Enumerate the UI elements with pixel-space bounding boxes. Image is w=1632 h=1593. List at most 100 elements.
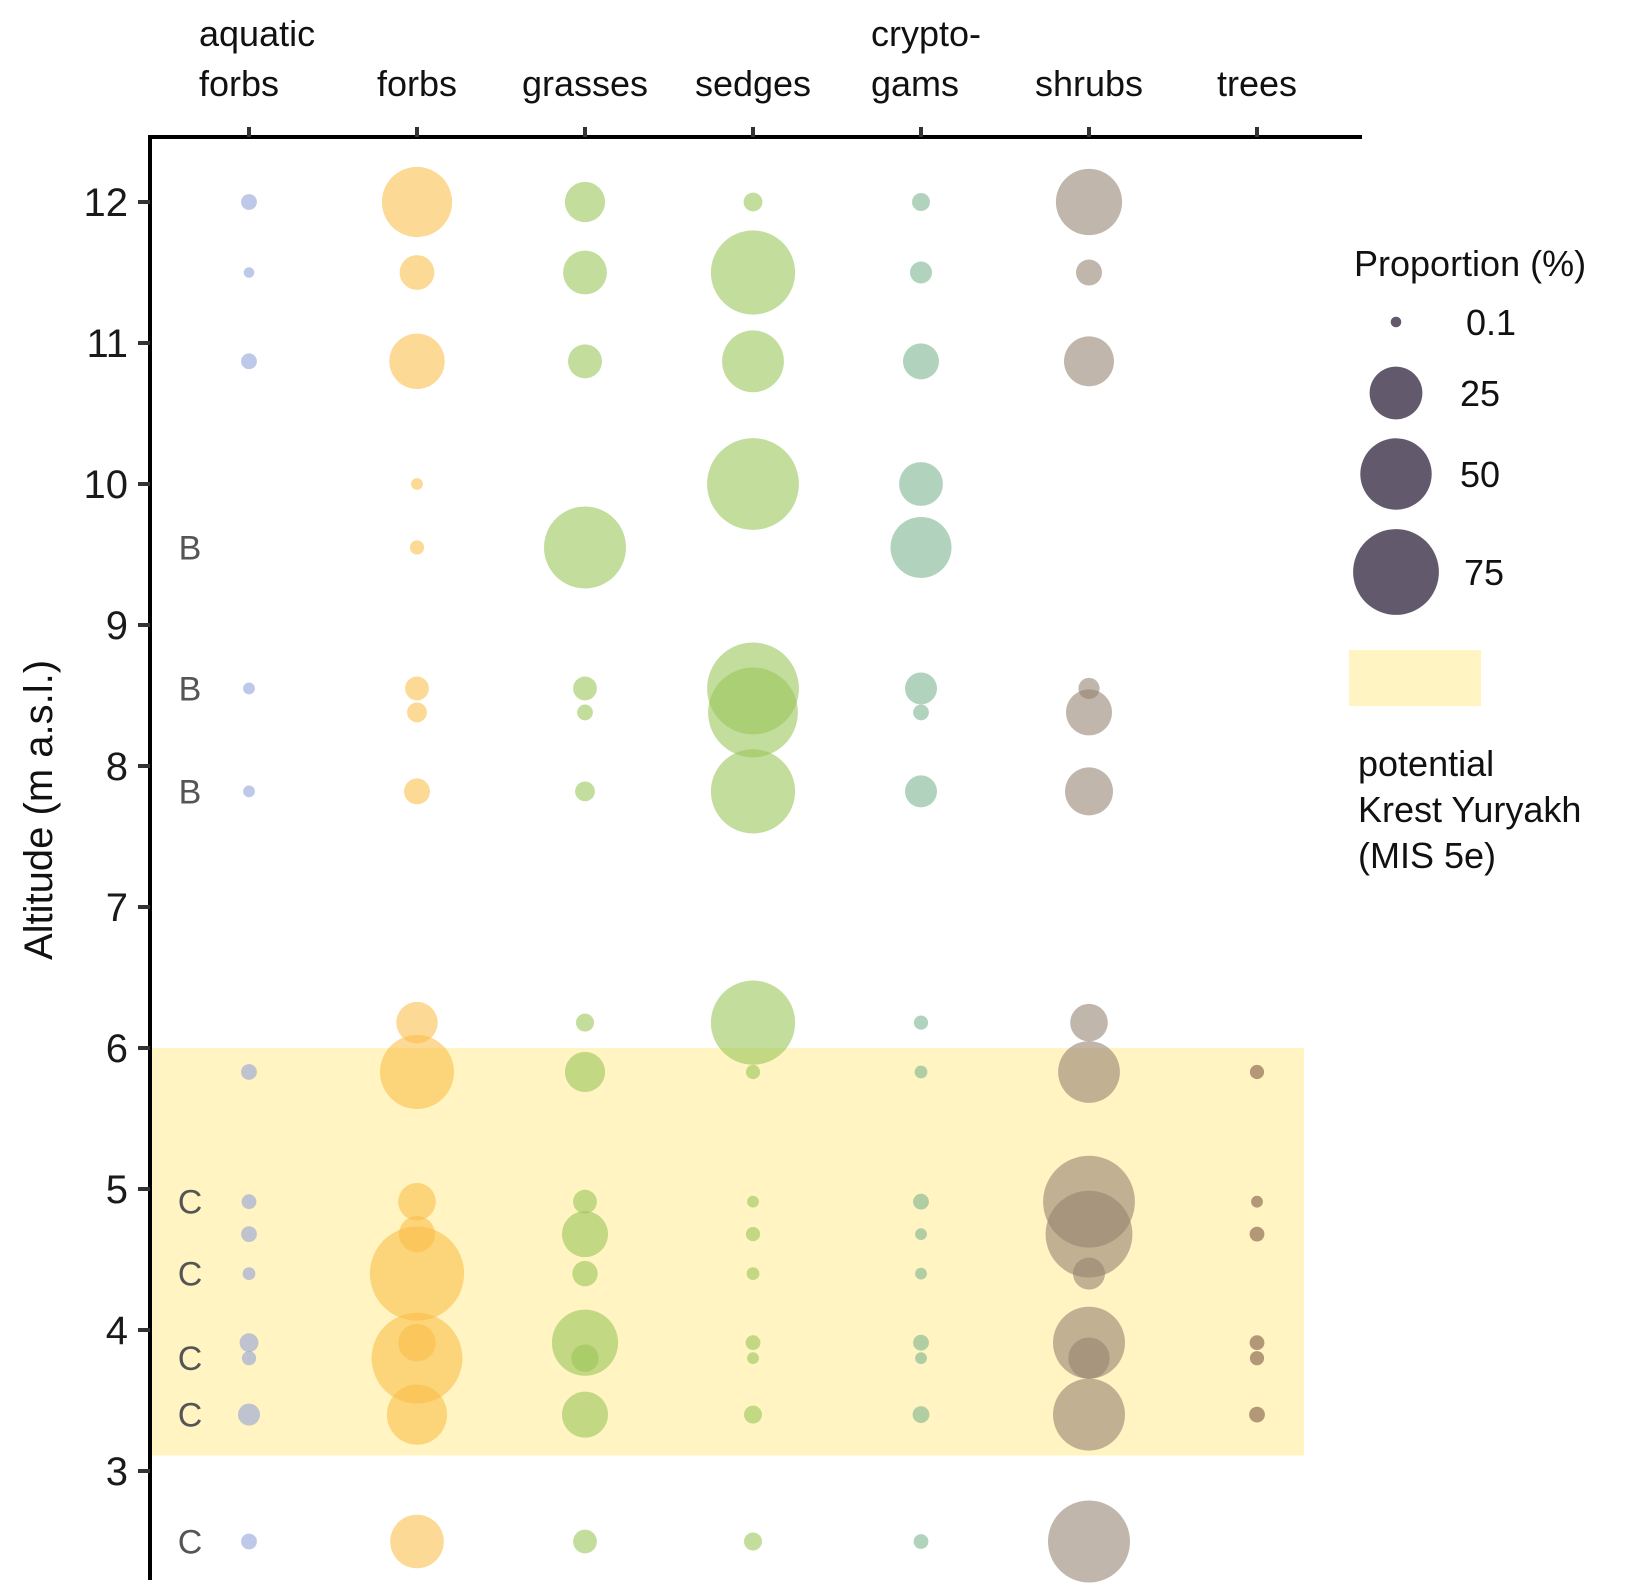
bubble-forbs: [371, 1312, 463, 1404]
y-tick-label: 7: [106, 886, 128, 930]
bubble-forbs: [389, 333, 445, 390]
bubble-forbs: [381, 166, 453, 238]
unit-label: B: [179, 670, 202, 708]
bubble-grasses: [571, 1344, 599, 1372]
bubble-shrubs: [1058, 1041, 1120, 1103]
bubble-forbs: [369, 1226, 465, 1321]
bubble-cryptogams: [905, 775, 937, 808]
category-label-grasses: grasses: [522, 63, 648, 104]
y-tick-label: 5: [106, 1168, 128, 1212]
y-tick-label: 8: [106, 745, 128, 789]
bubble-trees: [1249, 1226, 1265, 1242]
category-label-line: aquatic: [199, 13, 315, 54]
y-tick-label: 3: [106, 1450, 128, 1494]
bubble-sedges: [743, 192, 763, 212]
unit-label: C: [178, 1340, 203, 1378]
category-label-forbs: forbs: [377, 63, 457, 104]
bubble-sedges: [710, 230, 796, 315]
size-legend-title: Proportion (%): [1354, 243, 1586, 284]
bubble-forbs: [380, 1034, 454, 1109]
bubble-sedges: [745, 1064, 761, 1080]
y-tick-label: 6: [106, 1027, 128, 1071]
bubble-forbs: [398, 1182, 436, 1221]
bubble-grasses: [562, 1391, 608, 1438]
bubble-cryptogams: [913, 1193, 929, 1210]
bubble-shrubs: [1045, 1190, 1133, 1278]
bubble-grasses: [576, 1013, 594, 1032]
bubble-sedges: [745, 1227, 761, 1242]
bubble-sedges: [710, 980, 796, 1065]
bubble-cryptogams: [912, 1406, 930, 1423]
band-legend-text: potential Krest Yuryakh (MIS 5e): [1358, 743, 1581, 876]
band-legend-swatch: [1349, 650, 1481, 706]
bubble-shrubs: [1053, 1378, 1125, 1451]
size-legend-circle: [1353, 529, 1439, 615]
bubble-shrubs: [1076, 259, 1102, 286]
bubble-aquatic_forbs: [241, 1351, 257, 1366]
bubble-forbs: [404, 778, 430, 805]
bubble-sedges: [747, 1195, 759, 1208]
bubble-sedges: [708, 667, 798, 758]
bubble-cryptogams: [913, 704, 929, 721]
bubble-trees: [1249, 1064, 1265, 1080]
bubble-aquatic_forbs: [241, 1533, 257, 1550]
bubble-shrubs: [1055, 168, 1123, 236]
bubble-aquatic_forbs: [243, 267, 255, 278]
unit-label: B: [179, 773, 202, 811]
x-ticks: aquatic forbs forbs grasses sedges crypto-gam…: [199, 13, 1297, 137]
size-legend-circle: [1390, 316, 1402, 328]
bubble-cryptogams: [913, 1015, 929, 1030]
bubble-aquatic_forbs: [241, 1194, 257, 1210]
category-label-sedges: sedges: [695, 63, 811, 104]
category-label-line: forbs: [199, 63, 279, 104]
bubble-sedges: [747, 1352, 759, 1365]
category-label-line: gams: [871, 63, 959, 104]
bubble-grasses: [564, 1051, 606, 1093]
bubble-trees: [1249, 1351, 1265, 1366]
bubble-shrubs: [1070, 1003, 1108, 1042]
bubble-grasses: [573, 1529, 597, 1554]
bubble-cryptogams: [912, 193, 930, 211]
bubble-grasses: [544, 506, 626, 589]
bubble-grasses: [563, 250, 607, 295]
bubble-grasses: [573, 676, 597, 701]
category-label-line: crypto-: [871, 13, 981, 54]
bubble-forbs: [390, 1514, 444, 1569]
bubble-aquatic_forbs: [243, 682, 255, 695]
size-legend-label: 50: [1460, 454, 1500, 495]
bubble-cryptogams: [903, 343, 939, 380]
y-ticks: 3 4 5 6 7 8 9 10 11 12: [84, 181, 150, 1494]
size-legend-circle: [1369, 366, 1423, 420]
bubble-cryptogams: [913, 1534, 929, 1549]
bubble-cryptogams: [905, 672, 937, 705]
size-legend-label: 0.1: [1466, 302, 1516, 343]
bubble-forbs: [409, 540, 425, 555]
unit-label: C: [178, 1256, 203, 1294]
bubble-aquatic_forbs: [243, 785, 255, 798]
bubble-shrubs: [1066, 689, 1112, 736]
bubble-aquatic_forbs: [241, 1226, 257, 1243]
category-label-shrubs: shrubs: [1035, 63, 1143, 104]
bubble-sedges: [710, 749, 796, 834]
bubble-grasses: [568, 344, 602, 379]
bubble-layer: [238, 166, 1265, 1583]
bubble-forbs: [399, 255, 435, 290]
size-legend-label: 25: [1460, 373, 1500, 414]
size-legend-label: 75: [1464, 552, 1504, 593]
bubble-aquatic_forbs: [239, 1333, 259, 1353]
bubble-aquatic_forbs: [242, 1267, 256, 1280]
bubble-cryptogams: [910, 261, 932, 284]
category-label-trees: trees: [1217, 63, 1297, 104]
bubble-trees: [1249, 1335, 1265, 1351]
unit-label: C: [178, 1397, 203, 1435]
bubble-shrubs: [1068, 1337, 1110, 1379]
legend: Proportion (%) 0.1 25 50 75 potential Krest …: [1349, 243, 1586, 876]
bubble-shrubs: [1073, 1257, 1105, 1290]
bubble-grasses: [564, 181, 606, 223]
bubble-grasses: [551, 1309, 619, 1376]
bubble-grasses: [562, 1211, 608, 1258]
unit-label: C: [178, 1524, 203, 1562]
category-label-line: trees: [1217, 63, 1297, 104]
